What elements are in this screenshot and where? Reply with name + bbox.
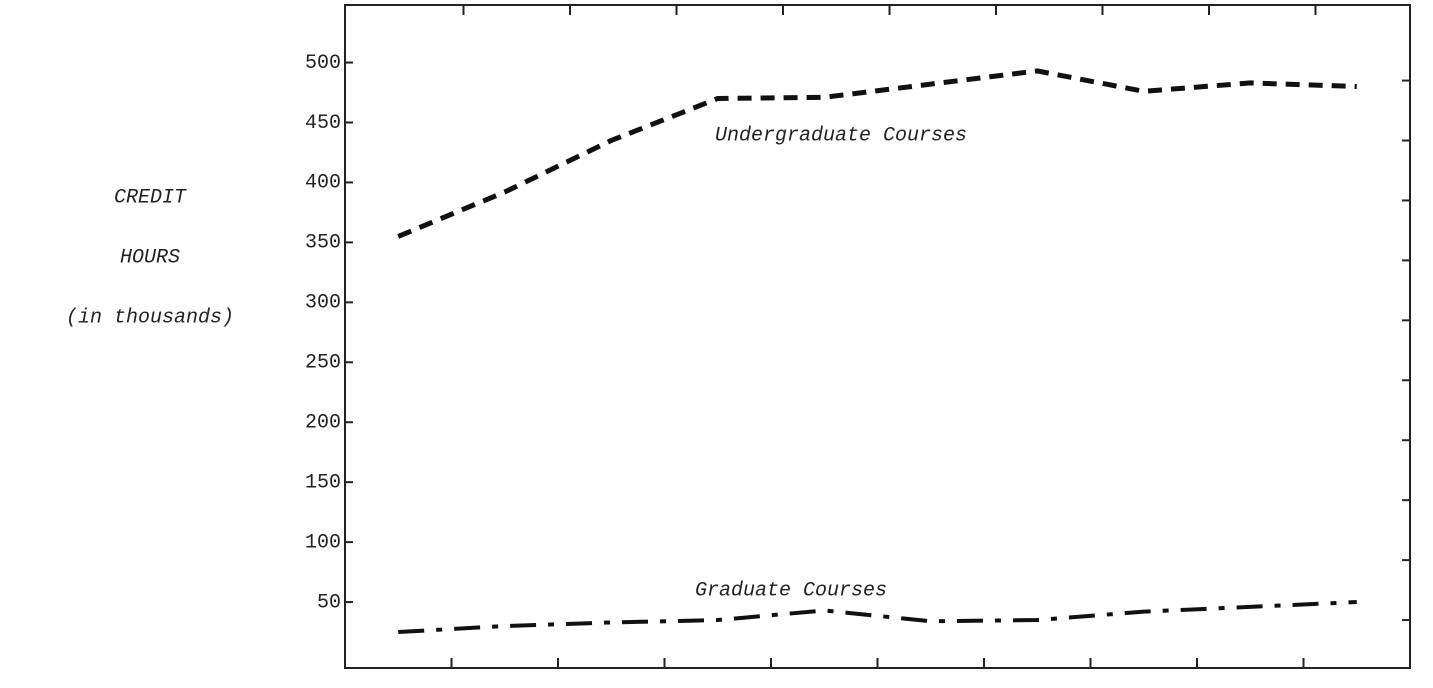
y-tick-label: 100 xyxy=(305,531,341,554)
series-label: Graduate Courses xyxy=(695,579,887,602)
plot-frame xyxy=(344,4,1411,669)
y-axis-label: HOURS xyxy=(120,246,180,269)
series-line xyxy=(398,600,1357,635)
y-tick-label: 400 xyxy=(305,172,341,195)
y-tick-label: 200 xyxy=(305,412,341,435)
y-tick-label: 150 xyxy=(305,471,341,494)
y-tick-label: 500 xyxy=(305,52,341,75)
y-axis-label: CREDIT xyxy=(114,186,187,209)
series-line xyxy=(397,68,1357,239)
series-label: Undergraduate Courses xyxy=(715,124,967,147)
y-tick-label: 450 xyxy=(305,112,341,135)
y-tick-label: 300 xyxy=(305,292,341,315)
y-axis-label: (in thousands) xyxy=(66,306,234,329)
y-tick-label: 350 xyxy=(305,232,341,255)
y-tick-label: 250 xyxy=(305,352,341,375)
y-tick-label: 50 xyxy=(317,591,341,614)
